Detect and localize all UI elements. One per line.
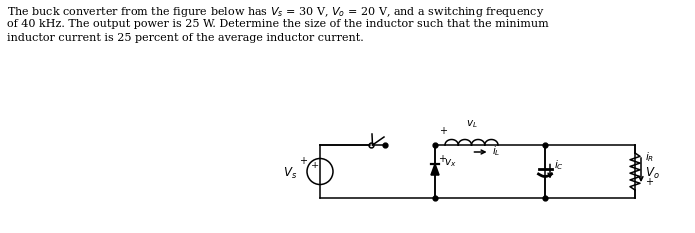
Text: of 40 kHz. The output power is 25 W. Determine the size of the inductor such tha: of 40 kHz. The output power is 25 W. Det… bbox=[7, 19, 549, 29]
Text: $v_x$: $v_x$ bbox=[444, 157, 457, 169]
Text: +: + bbox=[438, 154, 446, 164]
Text: inductor current is 25 percent of the average inductor current.: inductor current is 25 percent of the av… bbox=[7, 33, 363, 43]
Text: +: + bbox=[439, 126, 447, 136]
Text: +: + bbox=[299, 155, 307, 165]
Text: +: + bbox=[645, 177, 653, 187]
Text: The buck converter from the figure below has $V_s$ = 30 V, $V_o$ = 20 V, and a s: The buck converter from the figure below… bbox=[7, 5, 544, 19]
Text: $i_L$: $i_L$ bbox=[491, 144, 500, 158]
Text: $i_R$: $i_R$ bbox=[645, 150, 654, 164]
Text: $v_L$: $v_L$ bbox=[466, 118, 477, 130]
Text: $i_C$: $i_C$ bbox=[554, 159, 564, 172]
Text: $V_o$: $V_o$ bbox=[645, 166, 660, 181]
Text: +: + bbox=[311, 161, 319, 170]
Text: $V_s$: $V_s$ bbox=[283, 166, 297, 181]
Polygon shape bbox=[431, 164, 439, 175]
